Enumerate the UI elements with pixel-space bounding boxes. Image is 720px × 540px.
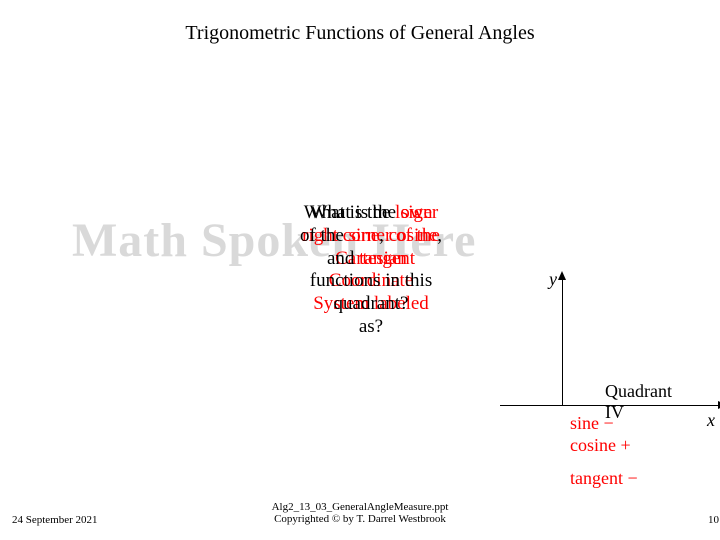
tangent-sign-label: tangent − [570, 468, 638, 489]
q-front-l1a: What is the [310, 202, 401, 223]
slide-title: Trigonometric Functions of General Angle… [0, 22, 720, 45]
q-front-l3a: and [327, 248, 354, 269]
y-axis-line [562, 275, 563, 405]
q-front-l2e: , [437, 225, 442, 246]
x-axis-label: x [707, 410, 715, 431]
y-axis-arrow-icon [558, 271, 566, 280]
q-front-l4: functions in this [310, 270, 432, 291]
q-front-l5: quadrant? [334, 293, 409, 314]
q-front-l2b: sine [349, 225, 380, 246]
q-front-l1b: sign [401, 202, 433, 223]
q-front-l2a: of the [300, 225, 349, 246]
question-front-layer: What is the sign of the sine, cosine, an… [271, 202, 471, 316]
cosine-sign-label: cosine + [570, 435, 631, 456]
q-front-l2d: cosine [384, 225, 437, 246]
slide: Trigonometric Functions of General Angle… [0, 0, 720, 540]
footer-copyright: Copyrighted © by T. Darrel Westbrook [274, 513, 446, 525]
q-front-l3b: tangent [354, 248, 415, 269]
footer-center: Alg2_13_03_GeneralAngleMeasure.ppt Copyr… [0, 501, 720, 526]
q-back-l6: as? [359, 316, 383, 337]
footer-page-number: 10 [708, 514, 719, 526]
sine-sign-label: sine − [570, 413, 614, 434]
quadrant-label: Quadrant IV [605, 381, 672, 423]
y-axis-label: y [549, 269, 557, 290]
footer-filename: Alg2_13_03_GeneralAngleMeasure.ppt [272, 501, 449, 513]
